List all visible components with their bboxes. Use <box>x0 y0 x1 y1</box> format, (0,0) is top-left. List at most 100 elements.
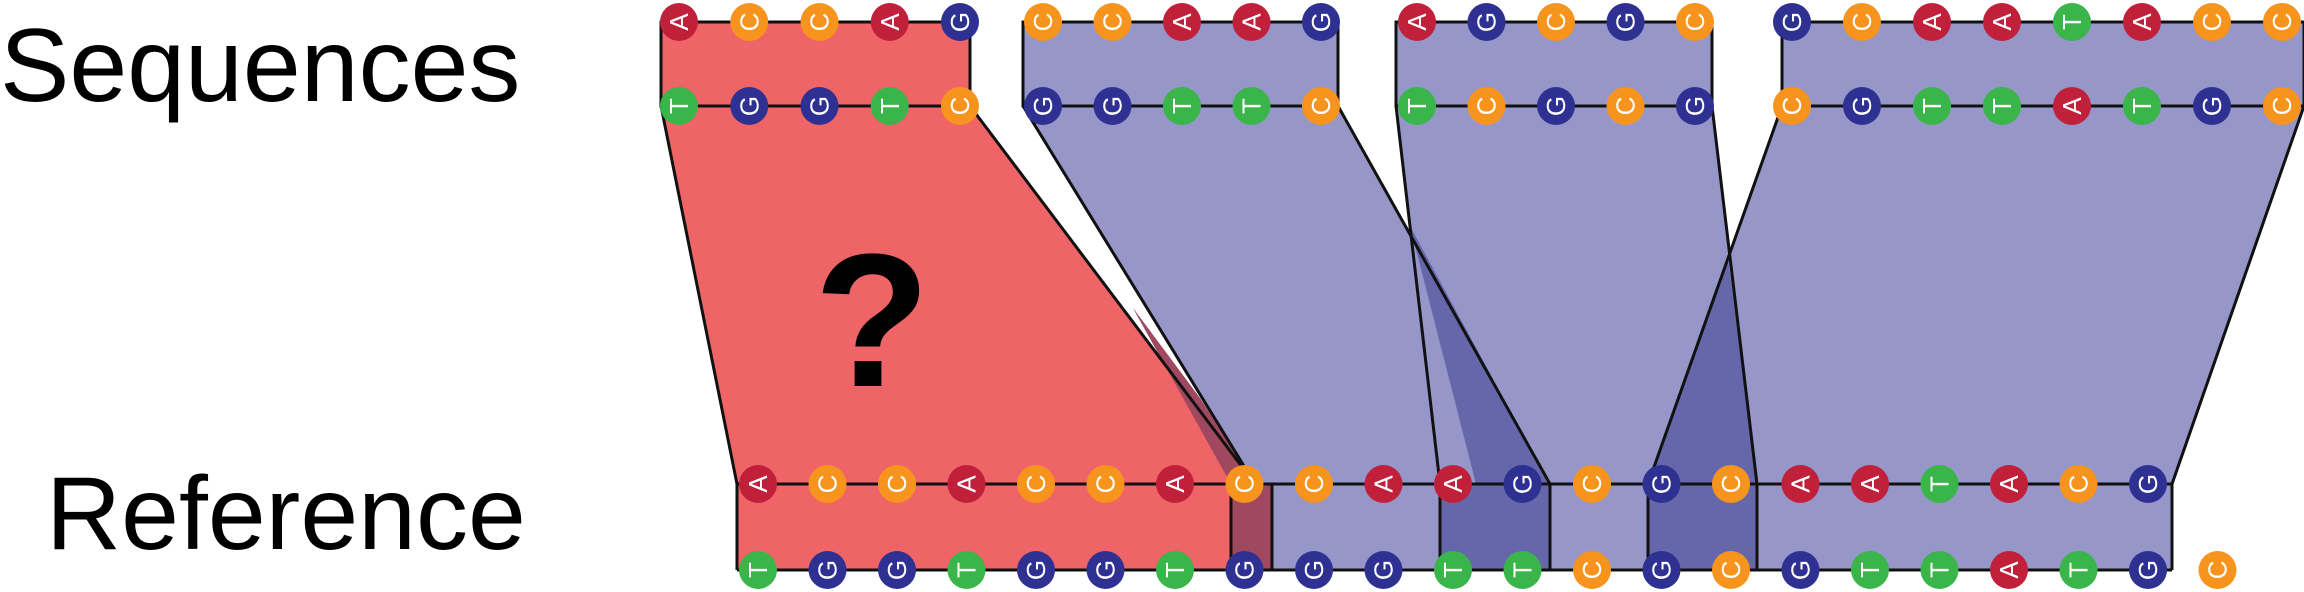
connector-left-edge-1 <box>659 105 739 485</box>
reference-top-base: A <box>1851 465 1889 503</box>
base-letter: C <box>2064 475 2094 494</box>
base-letter: T <box>875 98 905 114</box>
base-A-circle <box>1851 465 1889 503</box>
base-letter: T <box>1402 98 1432 114</box>
base-C-circle <box>941 87 979 125</box>
base-G-circle <box>2193 87 2231 125</box>
reference-bottom-base: G <box>1364 551 1403 589</box>
base-A-circle <box>870 3 909 41</box>
base-G-circle <box>730 87 769 125</box>
base-G-circle <box>1093 87 1132 125</box>
base-G-circle <box>1503 465 1542 503</box>
base-G-circle <box>1537 87 1575 125</box>
base-A-circle <box>1364 465 1403 503</box>
base-letter: T <box>1508 562 1538 578</box>
reference-bottom-base: G <box>1225 551 1264 589</box>
read-2-top-base: C <box>1024 3 1062 41</box>
base-C-circle <box>1773 87 1811 125</box>
base-A-circle <box>1156 465 1194 503</box>
base-letter: T <box>1855 562 1885 578</box>
read-1-bottom-base: C <box>941 87 979 125</box>
reference-bottom-base: G <box>1781 551 1820 589</box>
sequences-label: Sequences <box>0 8 521 124</box>
base-T-circle <box>1920 465 1959 503</box>
base-A-circle <box>1983 3 2021 41</box>
read-2-bottom-base: T <box>1163 87 1201 125</box>
reference-bottom-base: T <box>2059 551 2098 589</box>
base-G-circle <box>1781 551 1820 589</box>
base-T-circle <box>1398 87 1436 125</box>
base-C-circle <box>1573 551 1611 589</box>
base-letter: C <box>945 97 975 116</box>
read-2-top-base: A <box>1163 3 1201 41</box>
base-letter: T <box>2127 98 2157 114</box>
base-G-circle <box>1606 3 1645 41</box>
read-4-top-base: G <box>1773 3 1811 41</box>
reference-bottom-base: A <box>1990 551 2028 589</box>
base-letter: T <box>743 562 773 578</box>
base-T-circle <box>1920 551 1959 589</box>
reference-bottom-base: T <box>739 551 777 589</box>
base-C-circle <box>878 465 916 503</box>
base-letter: G <box>1306 12 1336 32</box>
base-T-circle <box>1163 87 1201 125</box>
base-letter: A <box>664 13 694 31</box>
reference-top-base: C <box>1712 465 1750 503</box>
base-C-circle <box>1712 465 1750 503</box>
read-2-top-base: C <box>1093 3 1132 41</box>
block-layer <box>659 20 2304 570</box>
base-letter: C <box>1777 97 1807 116</box>
base-A-circle <box>2123 3 2161 41</box>
base-letter: G <box>734 96 764 116</box>
base-letter: G <box>1541 96 1571 116</box>
reference-top-base: C <box>1225 465 1264 503</box>
base-letter: T <box>1917 98 1947 114</box>
base-letter: C <box>805 13 835 32</box>
base-G-circle <box>878 551 916 589</box>
reference-bottom-base: G <box>878 551 916 589</box>
reference-bottom-base: C <box>2198 551 2237 589</box>
base-letter: G <box>1369 560 1399 580</box>
read-1-bottom-base: G <box>800 87 839 125</box>
base-letter: A <box>1786 475 1816 493</box>
read-1-bottom-base: T <box>660 87 698 125</box>
read-3-bottom-base: G <box>1537 87 1575 125</box>
read-3-bottom-base: T <box>1398 87 1436 125</box>
base-C-circle <box>1573 465 1611 503</box>
base-G-circle <box>1773 3 1811 41</box>
reference-label: Reference <box>46 456 526 572</box>
base-letter: G <box>1611 12 1641 32</box>
base-letter: G <box>1299 560 1329 580</box>
base-T-circle <box>1156 551 1194 589</box>
base-letter: T <box>952 562 982 578</box>
base-letter: C <box>1230 475 1260 494</box>
reference-bottom-base: C <box>1573 551 1611 589</box>
base-letter: C <box>1091 475 1121 494</box>
reference-bottom-base: G <box>1086 551 1125 589</box>
reference-bottom-base: G <box>1017 551 1055 589</box>
base-G-circle <box>1024 87 1062 125</box>
reference-block-red <box>737 484 1231 570</box>
connector-right-edge-3 <box>1710 105 1759 485</box>
read-2-bottom-base: C <box>1302 87 1340 125</box>
base-A-circle <box>1398 3 1436 41</box>
base-letter: G <box>1777 12 1807 32</box>
base-letter: C <box>734 13 764 32</box>
base-C-circle <box>1295 465 1333 503</box>
base-T-circle <box>2059 551 2098 589</box>
reference-top-base: C <box>1017 465 1055 503</box>
read-connector-4 <box>1648 106 2304 484</box>
reference-bottom-base: T <box>1156 551 1194 589</box>
base-letter: T <box>1438 562 1468 578</box>
base-letter: C <box>813 475 843 494</box>
base-letter: C <box>1847 13 1877 32</box>
connector-right-edge-4 <box>2170 105 2304 485</box>
base-letter: A <box>1855 475 1885 493</box>
base-C-circle <box>1086 465 1125 503</box>
reference-top-base: C <box>2059 465 2098 503</box>
base-A-circle <box>1434 465 1472 503</box>
connector-right-edge-2 <box>1336 105 1552 485</box>
read-3-top-base: G <box>1467 3 1506 41</box>
base-G-circle <box>1225 551 1264 589</box>
reference-top-base: C <box>808 465 847 503</box>
